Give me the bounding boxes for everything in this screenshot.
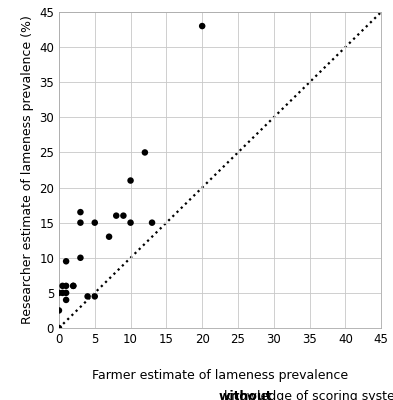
Point <box>63 283 69 289</box>
Point <box>63 258 69 264</box>
Point <box>127 220 134 226</box>
Point <box>92 220 98 226</box>
Point <box>92 293 98 300</box>
Point <box>106 234 112 240</box>
Point <box>120 212 127 219</box>
Point <box>142 149 148 156</box>
Point <box>149 220 155 226</box>
Point <box>70 283 76 289</box>
Point <box>77 209 84 215</box>
Point <box>56 307 62 314</box>
Point <box>63 297 69 303</box>
Text: without: without <box>219 390 273 400</box>
Text: Farmer estimate of lameness prevalence: Farmer estimate of lameness prevalence <box>92 369 348 382</box>
Point <box>56 290 62 296</box>
Point <box>199 23 205 29</box>
Point <box>63 290 69 296</box>
Point <box>84 293 91 300</box>
Point <box>56 325 62 331</box>
Point <box>70 283 76 289</box>
Y-axis label: Researcher estimate of lameness prevalence (%): Researcher estimate of lameness prevalen… <box>21 16 34 324</box>
Text: knowledge of scoring system (%): knowledge of scoring system (%) <box>220 390 393 400</box>
Point <box>77 220 84 226</box>
Point <box>127 177 134 184</box>
Point <box>59 290 66 296</box>
Point <box>113 212 119 219</box>
Point <box>77 254 84 261</box>
Point <box>59 283 66 289</box>
